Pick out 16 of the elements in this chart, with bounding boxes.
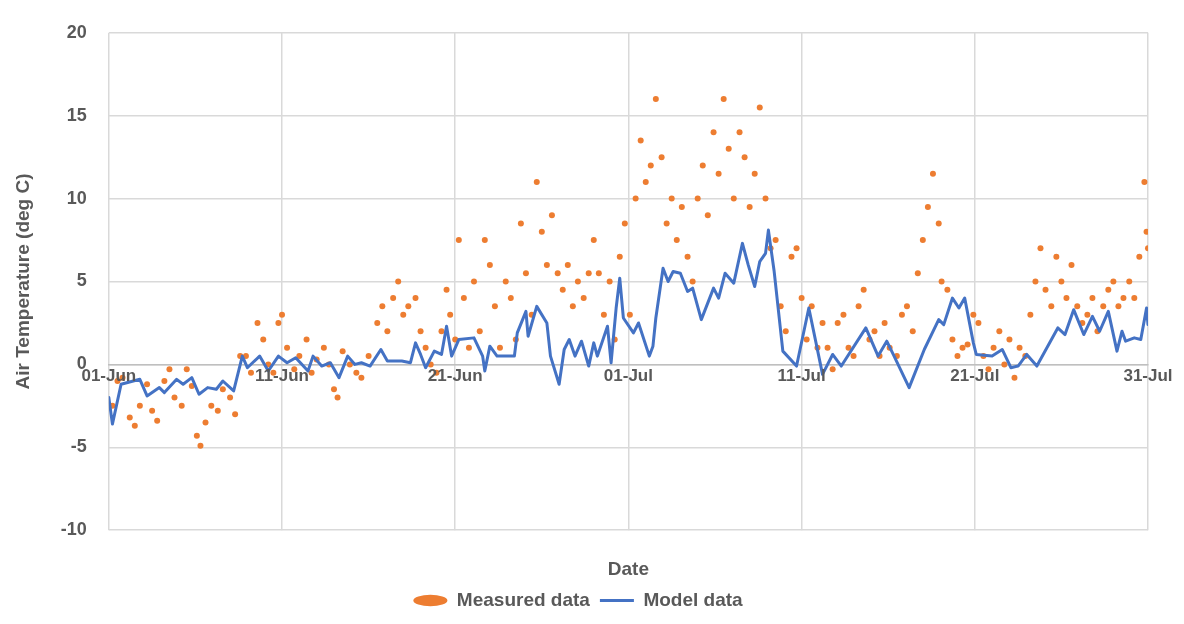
legend-label: Measured data: [456, 588, 591, 610]
y-tick-label: 20: [66, 21, 87, 42]
x-tick-label: 11-Jul: [777, 366, 826, 386]
y-tick-label: -5: [70, 436, 87, 457]
y-tick-label: 5: [76, 270, 87, 291]
y-axis-title: Air Temperature (deg C): [11, 173, 33, 390]
legend-label: Model data: [643, 588, 744, 610]
x-tick-label: 21-Jun: [427, 366, 483, 386]
x-tick-label: 01-Jul: [603, 366, 653, 386]
y-tick-label: 10: [66, 187, 87, 208]
x-tick-label: 11-Jun: [255, 366, 309, 386]
x-axis-title: Date: [607, 557, 649, 579]
y-tick-label: 15: [66, 104, 87, 125]
x-tick-label: 21-Jul: [950, 366, 1000, 386]
y-tick-label: -10: [60, 519, 87, 540]
x-tick-label: 31-Jul: [1123, 366, 1173, 386]
